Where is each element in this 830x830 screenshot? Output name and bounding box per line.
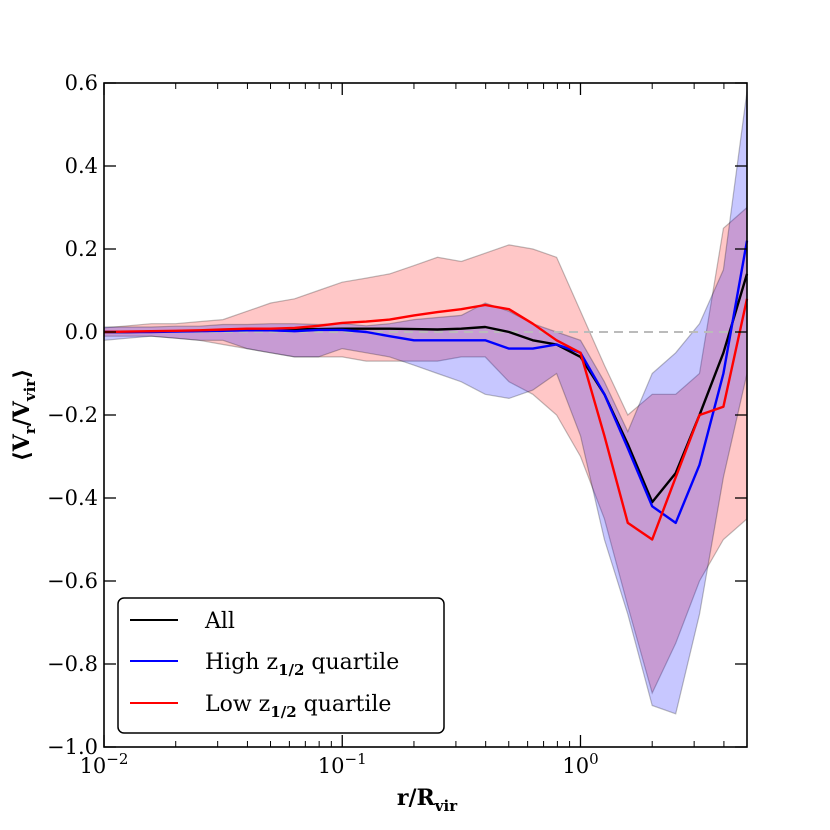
tick-labels: 0.6 0.4 0.2 0.0 −0.2 −0.4 −0.6 −0.8 −1.010−2 10−1… [47,71,599,778]
y-tick-label: −0.4 [47,486,98,510]
y-tick-label: −1.0 [47,735,98,759]
legend-label-low: Low z1/2 quartile [205,692,391,721]
y-tick-label: 0.2 [65,237,98,261]
legend-label-all: All [204,609,235,634]
y-tick-label: 0.0 [65,320,98,344]
y-tick-label: −0.2 [47,403,98,427]
tick-marks [103,82,747,748]
x-tick-label: 100 [562,750,598,778]
x-tick-label: 10−1 [318,750,367,778]
legend: All High z1/2 quartile Low z1/2 quartile [117,597,445,734]
series-line-low-quartile [103,298,749,541]
y-tick-label: −0.6 [47,569,98,593]
y-tick-label: 0.6 [65,71,98,95]
y-tick-label: −0.8 [47,652,98,676]
y-tick-label: 0.4 [65,154,98,178]
x-tick-label: 10−2 [80,750,129,778]
legend-label-high: High z1/2 quartile [205,650,399,679]
y-axis-label: ⟨Vr/Vvir⟩ [9,369,39,462]
x-axis-label: r/Rvir [397,785,458,815]
legend-frame [117,597,445,734]
